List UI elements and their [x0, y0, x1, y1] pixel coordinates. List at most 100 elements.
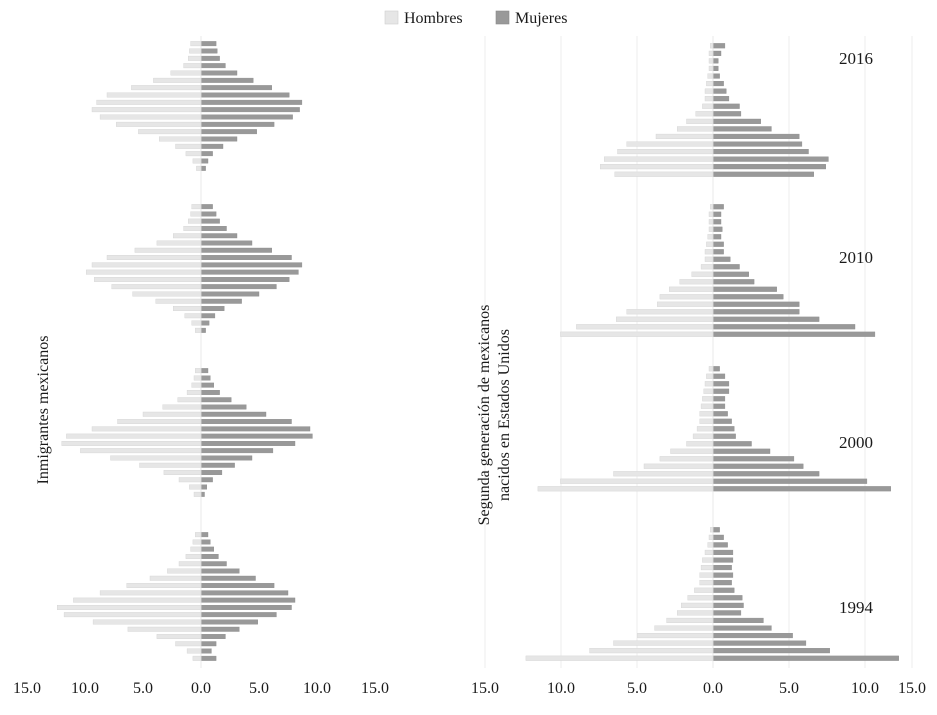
- bar-mujeres-p1-g4: [200, 532, 209, 538]
- bar-hombres-p1-g2: [191, 204, 202, 210]
- x-tick-label-panel-2: 15.0: [898, 680, 926, 697]
- bar-hombres-p1-g3: [189, 484, 202, 490]
- bar-hombres-p1-g4: [57, 605, 202, 610]
- bar-mujeres-p1-g1: [200, 92, 290, 98]
- bar-hombres-p1-g2: [183, 225, 202, 231]
- bar-hombres-p1-g2: [134, 247, 202, 253]
- bar-hombres-p1-g3: [177, 397, 202, 403]
- bar-mujeres-p2-g4: [712, 640, 807, 646]
- bar-mujeres-p1-g1: [200, 151, 213, 157]
- bar-hombres-p1-g2: [194, 327, 202, 333]
- bar-mujeres-p1-g3: [200, 419, 292, 424]
- bar-mujeres-p1-g3: [200, 375, 211, 381]
- bar-hombres-p2-g3: [706, 373, 714, 379]
- bar-mujeres-p2-g3: [712, 441, 752, 447]
- bar-hombres-p2-g3: [696, 426, 714, 432]
- bar-mujeres-p1-g3: [200, 404, 247, 410]
- bar-hombres-p1-g3: [163, 470, 202, 475]
- bar-mujeres-p2-g3: [712, 463, 804, 469]
- bar-hombres-p2-g4: [700, 565, 714, 571]
- bar-hombres-p2-g1: [706, 80, 714, 87]
- bar-hombres-p1-g1: [96, 99, 202, 105]
- bar-mujeres-p1-g3: [200, 477, 213, 483]
- bar-mujeres-p2-g3: [712, 486, 892, 492]
- bar-mujeres-p1-g1: [200, 70, 238, 76]
- bar-mujeres-p1-g2: [200, 255, 292, 261]
- bar-hombres-p1-g4: [149, 575, 202, 581]
- bar-mujeres-p1-g2: [200, 313, 216, 319]
- bar-hombres-p2-g2: [704, 249, 714, 255]
- bar-mujeres-p1-g4: [200, 648, 212, 654]
- bar-hombres-p1-g4: [92, 619, 202, 625]
- bar-mujeres-p2-g4: [712, 633, 793, 639]
- bar-hombres-p2-g1: [686, 118, 714, 124]
- bar-mujeres-p1-g2: [200, 269, 299, 275]
- bar-hombres-p1-g1: [116, 121, 202, 127]
- bar-mujeres-p1-g4: [200, 546, 215, 552]
- bar-hombres-p2-g2: [704, 256, 714, 262]
- bar-hombres-p2-g1: [600, 164, 714, 170]
- bar-hombres-p2-g3: [537, 486, 714, 492]
- bar-mujeres-p2-g4: [712, 655, 899, 661]
- bar-mujeres-p2-g4: [712, 580, 732, 586]
- bar-hombres-p1-g2: [184, 313, 202, 319]
- x-tick-label-panel-1: 10.0: [303, 680, 331, 697]
- bar-hombres-p2-g3: [702, 396, 714, 402]
- bar-mujeres-p1-g4: [200, 626, 240, 632]
- bar-mujeres-p1-g4: [200, 590, 289, 596]
- bar-mujeres-p1-g2: [200, 291, 260, 297]
- bar-mujeres-p1-g3: [200, 397, 232, 403]
- bar-mujeres-p2-g2: [712, 309, 800, 315]
- bar-mujeres-p2-g3: [712, 418, 732, 424]
- x-tick-label-panel-2: 10.0: [851, 680, 879, 697]
- bar-hombres-p1-g2: [190, 211, 202, 217]
- bar-hombres-p1-g4: [194, 532, 202, 538]
- bar-mujeres-p2-g3: [712, 403, 726, 409]
- bar-mujeres-p2-g3: [712, 373, 726, 379]
- bar-hombres-p2-g4: [708, 534, 714, 540]
- bar-mujeres-p1-g4: [200, 634, 226, 639]
- bar-mujeres-p1-g3: [200, 462, 235, 468]
- x-tick-label-panel-2: 10.0: [547, 680, 575, 697]
- bar-hombres-p1-g3: [139, 462, 202, 468]
- bar-mujeres-p2-g1: [712, 118, 761, 124]
- bar-mujeres-p1-g3: [200, 484, 208, 490]
- bar-hombres-p2-g1: [708, 65, 714, 71]
- bar-mujeres-p2-g4: [712, 595, 743, 601]
- bar-mujeres-p2-g2: [712, 294, 784, 300]
- bar-hombres-p2-g3: [699, 411, 714, 417]
- bar-hombres-p2-g2: [616, 316, 714, 322]
- bar-hombres-p2-g4: [677, 610, 714, 616]
- bar-mujeres-p2-g2: [712, 226, 723, 232]
- bar-mujeres-p2-g4: [712, 527, 720, 533]
- bar-mujeres-p1-g1: [200, 77, 254, 83]
- bar-hombres-p2-g3: [613, 471, 714, 477]
- bar-hombres-p1-g3: [80, 448, 202, 454]
- bar-hombres-p2-g1: [655, 133, 714, 140]
- bar-mujeres-p2-g2: [712, 256, 731, 262]
- bar-hombres-p1-g4: [175, 641, 202, 647]
- bar-hombres-p2-g1: [695, 111, 714, 117]
- bar-hombres-p1-g3: [142, 411, 202, 417]
- bar-hombres-p2-g4: [666, 617, 714, 623]
- bar-mujeres-p2-g1: [712, 58, 719, 64]
- bar-mujeres-p2-g2: [712, 301, 800, 307]
- bar-mujeres-p2-g4: [712, 602, 744, 608]
- bar-mujeres-p1-g2: [200, 225, 227, 231]
- bar-hombres-p1-g2: [172, 306, 202, 311]
- bar-hombres-p1-g4: [185, 554, 202, 559]
- bar-hombres-p1-g2: [156, 240, 202, 246]
- bar-mujeres-p1-g4: [200, 641, 217, 647]
- bar-hombres-p1-g3: [117, 419, 202, 424]
- bar-mujeres-p1-g1: [200, 48, 218, 54]
- bar-mujeres-p1-g2: [200, 204, 213, 210]
- bar-mujeres-p2-g2: [712, 211, 722, 217]
- bar-hombres-p1-g3: [110, 455, 202, 461]
- bar-hombres-p2-g1: [708, 58, 714, 64]
- bar-hombres-p2-g3: [643, 463, 714, 469]
- bar-hombres-p1-g4: [99, 590, 202, 596]
- bar-mujeres-p2-g1: [712, 73, 720, 79]
- bar-mujeres-p2-g1: [712, 133, 800, 140]
- bar-hombres-p1-g4: [127, 626, 202, 632]
- bar-mujeres-p1-g1: [200, 129, 257, 135]
